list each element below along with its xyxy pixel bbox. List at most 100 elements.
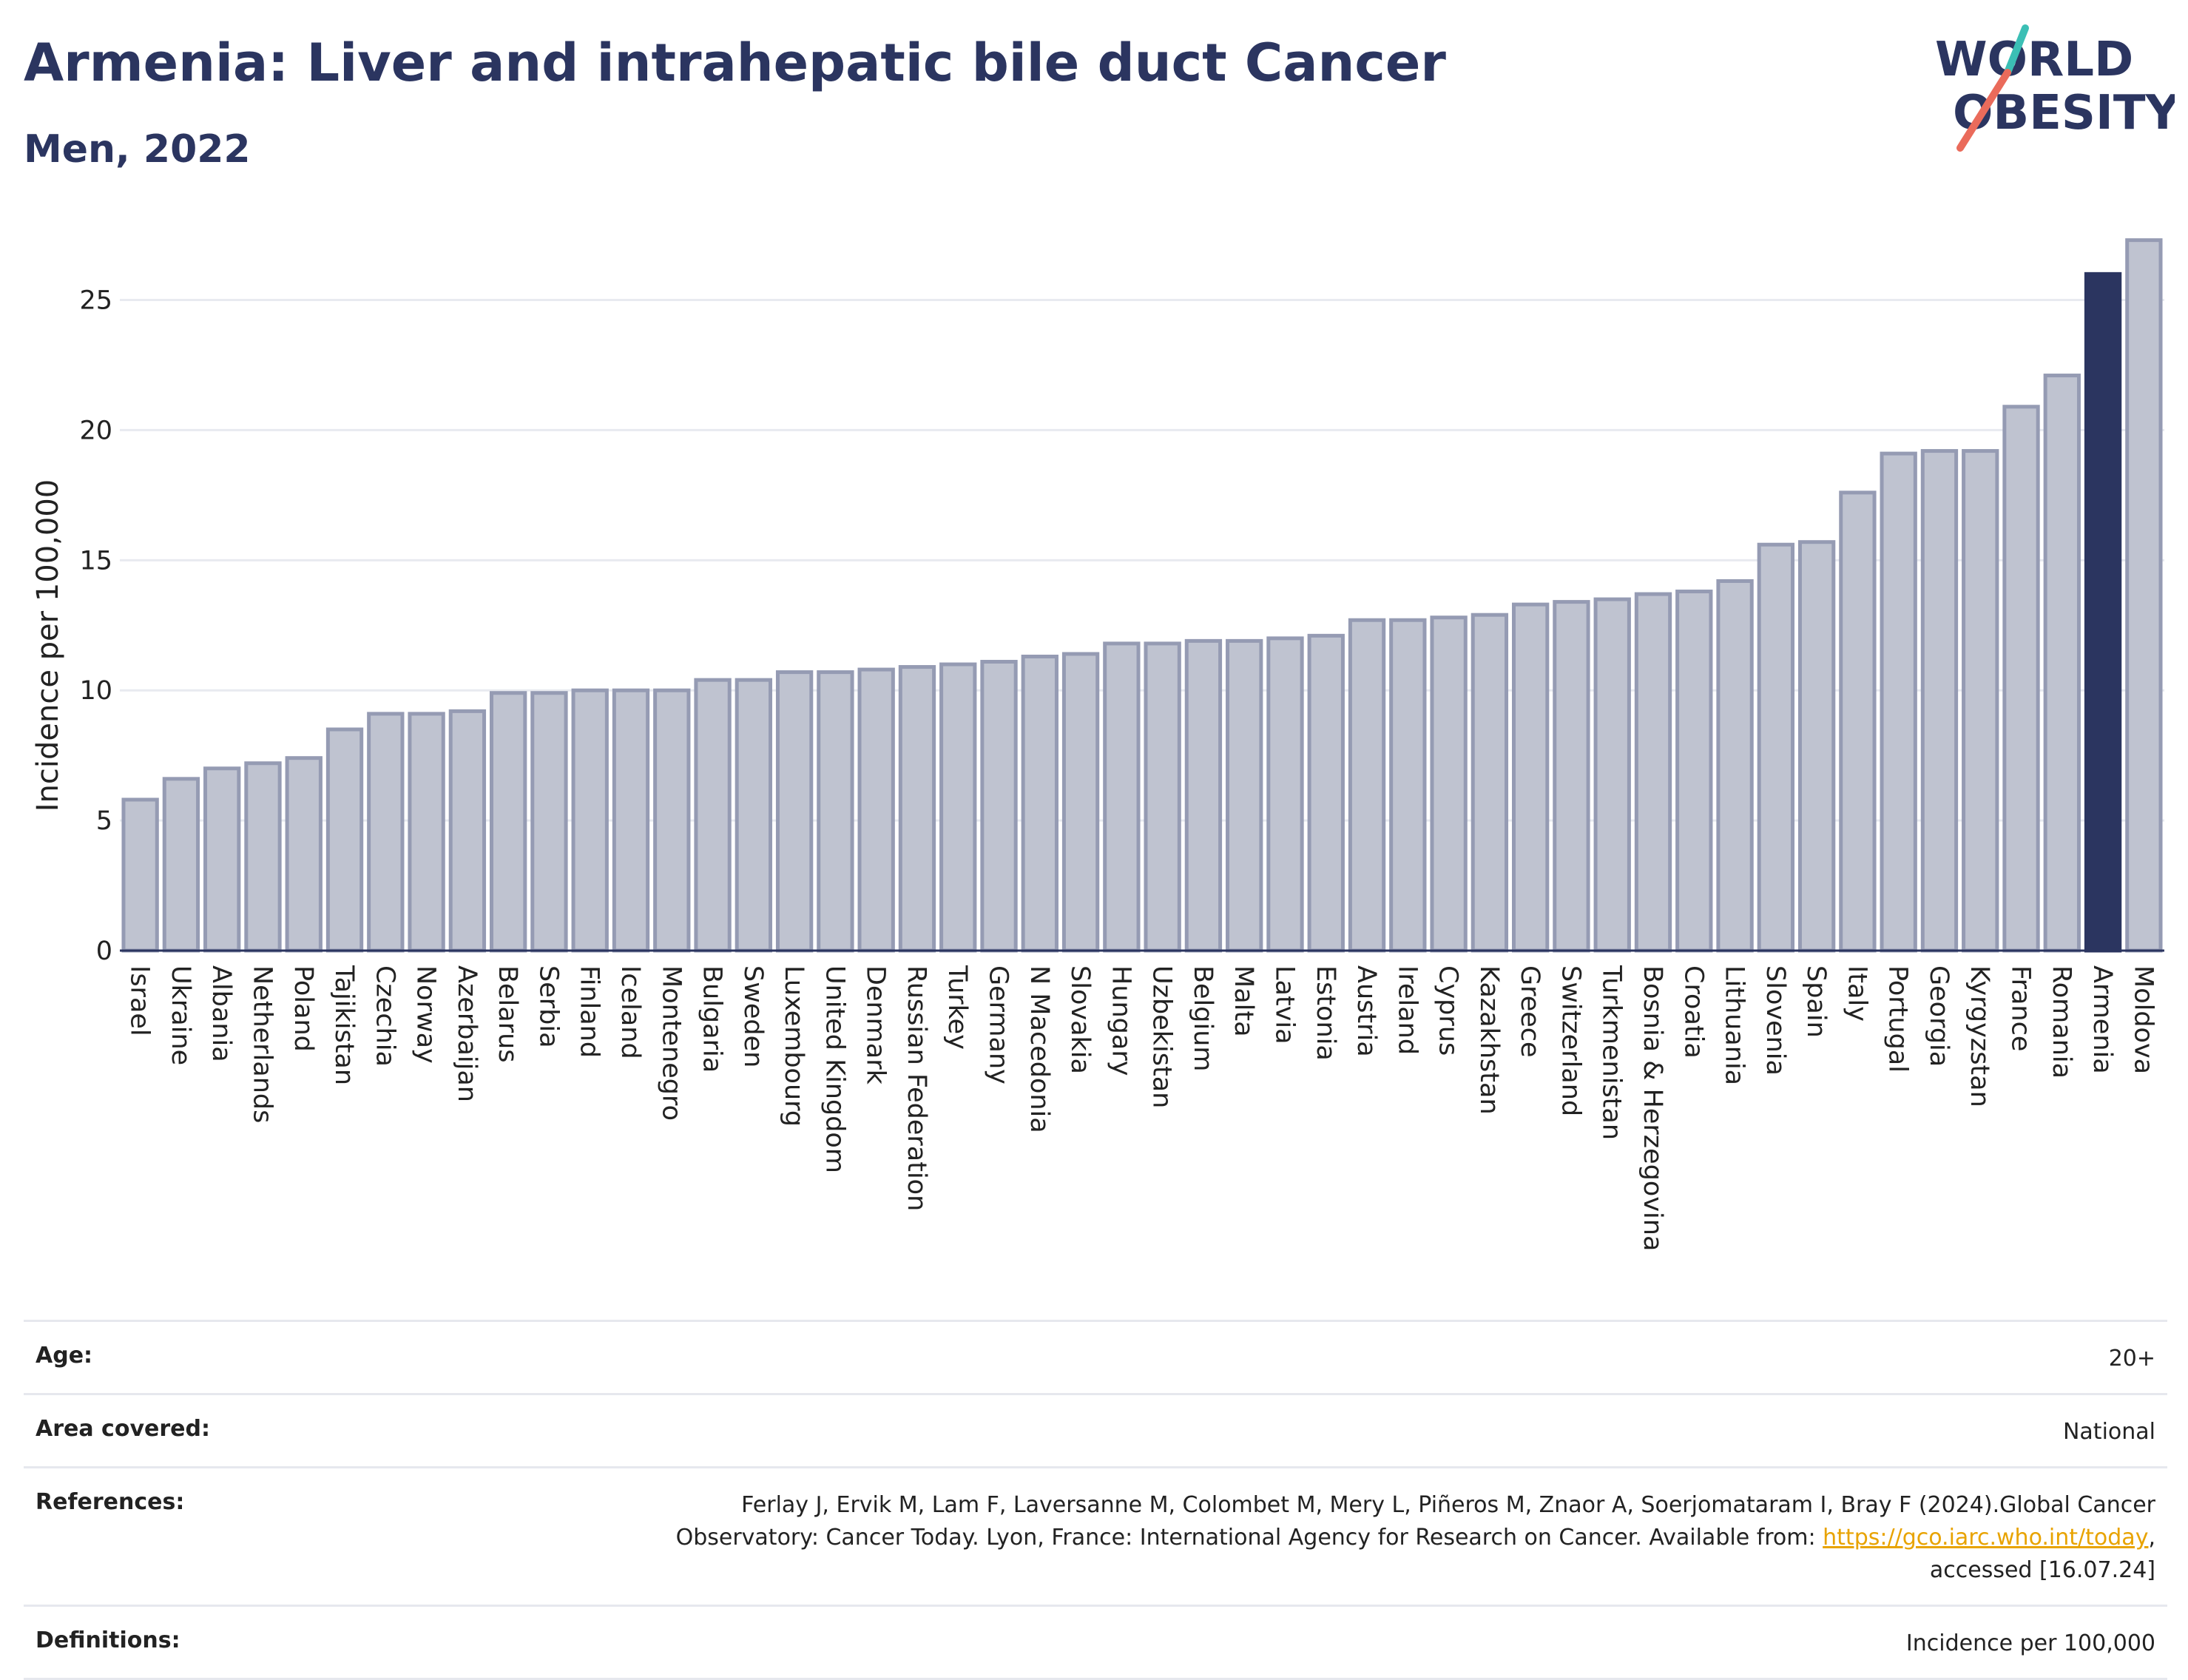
y-tick-label: 0	[96, 937, 112, 966]
x-tick-label: Cyprus	[1434, 965, 1463, 1056]
x-tick-label: Greece	[1515, 965, 1544, 1058]
x-tick-label: Belarus	[493, 965, 522, 1063]
bar-slovenia	[1757, 542, 1795, 953]
x-tick-label: Sweden	[738, 965, 768, 1067]
bar-spain	[1797, 540, 1836, 953]
x-tick-label: Georgia	[1924, 965, 1954, 1067]
x-tick-label: Czechia	[370, 965, 399, 1067]
bar-portugal	[1880, 451, 1917, 953]
bar-albania	[203, 766, 241, 953]
x-tick-label: Iceland	[615, 965, 645, 1059]
bars	[121, 238, 2163, 953]
x-tick-label: Denmark	[861, 965, 891, 1085]
y-tick-label: 10	[79, 676, 112, 706]
bar-estonia	[1307, 633, 1345, 953]
x-tick-label: Croatia	[1678, 965, 1708, 1059]
area-label: Area covered:	[36, 1416, 210, 1442]
bar-united-kingdom	[817, 670, 854, 953]
age-value: 20+	[2108, 1346, 2155, 1372]
definitions-value: Incidence per 100,000	[1905, 1630, 2155, 1656]
bar-finland	[571, 688, 609, 953]
bar-moldova	[2125, 238, 2163, 953]
x-tick-label: Russian Federation	[902, 965, 931, 1211]
x-tick-label: Latvia	[1269, 965, 1299, 1045]
bar-n-macedonia	[1021, 654, 1058, 953]
x-tick-label: Armenia	[2087, 965, 2117, 1074]
references-value: Ferlay J, Ervik M, Lam F, Laversanne M, …	[676, 1489, 2155, 1587]
x-tick-label: Portugal	[1883, 965, 1913, 1073]
bar-tajikistan	[325, 727, 364, 953]
references-line2: Observatory: Cancer Today. Lyon, France:…	[675, 1525, 1823, 1551]
references-line2-post: ,	[2148, 1525, 2155, 1551]
bar-israel	[121, 797, 159, 953]
x-tick-label: Switzerland	[1556, 965, 1585, 1116]
y-tick-label: 25	[79, 286, 112, 316]
x-tick-label: Tajikistan	[329, 965, 359, 1085]
x-tick-label: Turkmenistan	[1597, 965, 1627, 1140]
x-tick-label: Slovenia	[1760, 965, 1790, 1076]
x-tick-label: Ireland	[1392, 965, 1422, 1055]
bar-slovakia	[1061, 652, 1100, 953]
bar-netherlands	[244, 761, 282, 953]
logo-text-world: WORLD	[1935, 33, 2133, 87]
bar-belarus	[489, 691, 527, 953]
x-tick-label: Slovakia	[1065, 965, 1095, 1074]
x-tick-label: Austria	[1351, 965, 1381, 1057]
y-tick-label: 20	[79, 416, 112, 445]
x-tick-label: Malta	[1229, 965, 1258, 1037]
bar-poland	[285, 756, 323, 953]
x-tick-label: Montenegro	[656, 965, 686, 1121]
bar-turkey	[939, 662, 977, 953]
bar-armenia	[2084, 271, 2122, 953]
bar-switzerland	[1553, 600, 1590, 953]
x-tick-label: United Kingdom	[820, 965, 849, 1173]
x-tick-label: Norway	[411, 965, 441, 1064]
x-tick-label: Bosnia & Herzegovina	[1638, 965, 1667, 1251]
x-tick-label: Spain	[1801, 965, 1831, 1038]
bar-austria	[1348, 618, 1386, 953]
x-tick-label: Ukraine	[166, 965, 195, 1065]
references-line1: Ferlay J, Ervik M, Lam F, Laversanne M, …	[741, 1492, 2155, 1518]
bar-cyprus	[1430, 615, 1468, 953]
bar-montenegro	[653, 688, 691, 953]
logo-slash-red	[1956, 69, 2011, 152]
bar-azerbaijan	[448, 709, 487, 953]
bar-russian-federation	[898, 665, 936, 953]
definitions-label: Definitions:	[36, 1627, 180, 1653]
x-tick-label: N Macedonia	[1024, 965, 1054, 1133]
x-tick-label: Moldova	[2128, 965, 2158, 1074]
bar-georgia	[1920, 449, 1959, 953]
bar-kazakhstan	[1471, 613, 1509, 953]
meta-row-definitions: Definitions: Incidence per 100,000	[24, 1605, 2167, 1680]
metadata-table: Age: 20+ Area covered: National Referenc…	[24, 1320, 2167, 1680]
x-tick-label: Israel	[125, 965, 155, 1036]
bar-serbia	[530, 691, 568, 953]
y-axis-ticks: 0 5 10 15 20 25	[79, 286, 112, 966]
bar-denmark	[857, 667, 895, 953]
bar-norway	[408, 712, 445, 953]
x-tick-label: Italy	[1842, 965, 1871, 1022]
x-tick-label: Romania	[2047, 965, 2076, 1079]
x-tick-label: France	[2006, 965, 2036, 1051]
x-tick-label: Bulgaria	[698, 965, 727, 1073]
bar-bosnia-herzegovina	[1634, 592, 1672, 953]
world-obesity-logo: WORLD OBESITY	[1935, 24, 2175, 152]
bar-czechia	[367, 712, 405, 953]
x-tick-label: Belgium	[1188, 965, 1218, 1072]
references-link[interactable]: https://gco.iarc.who.int/today	[1823, 1525, 2149, 1551]
x-tick-label: Kazakhstan	[1474, 965, 1504, 1115]
age-label: Age:	[36, 1343, 93, 1369]
bar-lithuania	[1716, 578, 1754, 953]
area-value: National	[2062, 1419, 2155, 1445]
x-tick-label: Serbia	[533, 965, 563, 1048]
bar-croatia	[1675, 590, 1713, 953]
x-tick-label: Finland	[575, 965, 604, 1058]
x-tick-label: Netherlands	[247, 965, 277, 1123]
meta-row-references: References: Ferlay J, Ervik M, Lam F, La…	[24, 1466, 2167, 1605]
bar-bulgaria	[694, 678, 732, 953]
bar-ireland	[1389, 618, 1427, 953]
x-tick-label: Albania	[206, 965, 236, 1062]
bar-france	[2002, 405, 2040, 953]
bar-uzbekistan	[1144, 641, 1181, 953]
references-line3: accessed [16.07.24]	[1929, 1557, 2155, 1583]
